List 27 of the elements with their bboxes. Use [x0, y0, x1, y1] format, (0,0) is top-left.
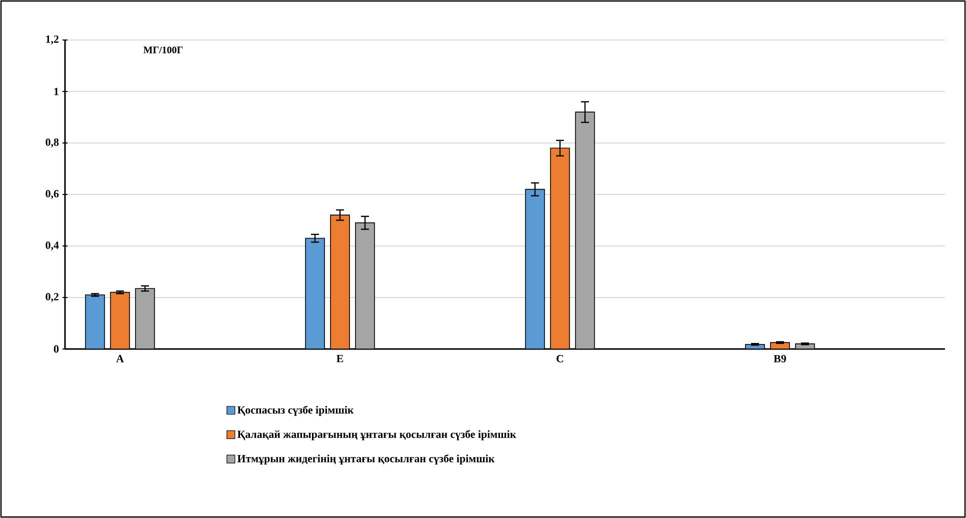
bar — [330, 214, 350, 349]
bar — [795, 343, 815, 349]
bar — [525, 188, 545, 349]
x-tick-label: A — [116, 355, 124, 362]
y-tick-label: 0,6 — [46, 190, 59, 199]
x-tick-label: C — [556, 355, 564, 362]
bar — [550, 148, 570, 349]
bar — [305, 238, 325, 349]
bar — [575, 112, 595, 349]
legend-label: Қалақай жапырағының ұнтағы қосылған сүзбе ірімшік — [237, 430, 516, 440]
y-tick-label: 0,4 — [46, 242, 59, 250]
bar — [745, 344, 765, 349]
bar — [110, 292, 130, 349]
bar — [770, 342, 790, 349]
legend-label: Қоспасыз сүзбе ірімшік — [237, 406, 354, 416]
bar — [135, 288, 155, 349]
y-tick-label: 0,2 — [46, 293, 59, 302]
x-tick-label: B9 — [774, 355, 786, 362]
bar — [355, 222, 375, 349]
x-tick-label: E — [336, 355, 344, 362]
y-tick-label: 1,2 — [46, 36, 59, 44]
y-tick-label: 1 — [54, 88, 58, 96]
y-tick-label: 0,8 — [46, 138, 59, 148]
legend-label: Итмұрын жидегінің ұнтағы қосылған сүзбе ірімшік — [237, 454, 495, 465]
bar — [85, 294, 105, 349]
y-tick-label: 0 — [54, 345, 59, 353]
annotation: МГ/100Г — [144, 46, 183, 54]
